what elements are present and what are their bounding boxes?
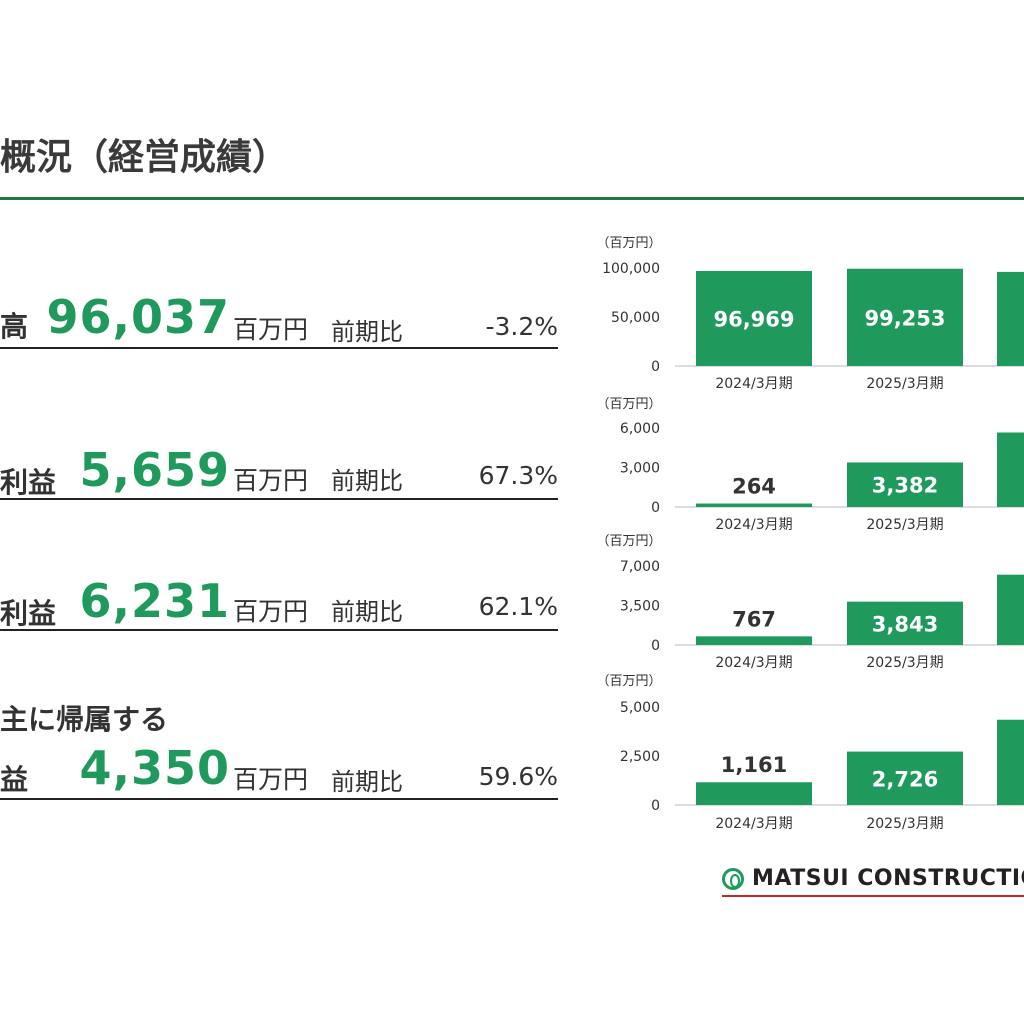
metric-value: 4,350 (79, 741, 230, 795)
metric-unit: 百万円 (233, 466, 309, 495)
metric-compare-label: 前期比 (331, 318, 403, 346)
unit-label: （百万円） (596, 397, 661, 412)
y-tick-label: 2,500 (620, 749, 660, 765)
bar (997, 574, 1024, 645)
data-label: 264 (732, 475, 776, 499)
x-tick-label: 2024/3月期 (715, 376, 792, 392)
metric-rule (0, 498, 558, 500)
bar (696, 636, 812, 645)
data-label: 3,382 (872, 474, 938, 498)
unit-label: （百万円） (596, 236, 661, 251)
y-tick-label: 3,500 (620, 599, 660, 615)
metric-value: 6,231 (79, 574, 230, 628)
data-label: 1,161 (721, 753, 787, 777)
y-tick-label: 50,000 (611, 310, 660, 326)
y-tick-label: 100,000 (602, 261, 660, 277)
metric-value: 96,037 (46, 290, 230, 344)
metric-net-sales: 高 96,037 百万円 前期比 -3.2% (0, 290, 560, 352)
x-tick-label: 2025/3月期 (866, 816, 943, 832)
metric-unit: 百万円 (233, 315, 309, 344)
data-label: 99,253 (864, 306, 945, 330)
metric-change: 62.1% (478, 592, 558, 621)
metric-label: 高 (0, 310, 29, 343)
unit-label: （百万円） (596, 674, 661, 689)
metric-label-line1: 主に帰属する (0, 703, 169, 736)
x-tick-label: 2024/3月期 (715, 816, 792, 832)
bar (696, 782, 812, 805)
metric-label: 利益 (0, 597, 57, 630)
unit-label: （百万円） (596, 534, 661, 549)
page-title: 概況（経営成績） (0, 137, 289, 178)
x-tick-label: 2024/3月期 (715, 517, 792, 533)
logo-text: MATSUI CONSTRUCTION (752, 866, 1024, 891)
metric-compare-label: 前期比 (331, 598, 403, 626)
metric-rule (0, 629, 558, 631)
metric-change: 59.6% (478, 762, 558, 791)
bar (997, 719, 1024, 805)
data-label: 767 (732, 607, 776, 631)
x-tick-label: 2025/3月期 (866, 517, 943, 533)
logo-mark-icon (722, 868, 744, 890)
metric-label: 利益 (0, 466, 57, 499)
y-tick-label: 7,000 (620, 559, 660, 575)
data-label: 3,843 (872, 612, 938, 636)
metric-unit: 百万円 (233, 597, 309, 626)
y-tick-label: 6,000 (620, 421, 660, 437)
metric-label: 益 (0, 763, 29, 796)
x-tick-label: 2024/3月期 (715, 655, 792, 671)
bar (997, 432, 1024, 507)
y-tick-label: 0 (651, 500, 660, 516)
metric-ordinary-profit: 利益 6,231 百万円 前期比 62.1% (0, 574, 560, 636)
metric-change: -3.2% (485, 312, 558, 341)
metric-operating-profit: 利益 5,659 百万円 前期比 67.3% (0, 443, 560, 505)
bar (997, 271, 1024, 366)
bar (847, 751, 963, 805)
bar (696, 503, 812, 507)
logo-underline (722, 895, 1024, 897)
metric-rule (0, 347, 558, 349)
metric-value: 5,659 (79, 443, 230, 497)
y-tick-label: 5,000 (620, 700, 660, 716)
data-label: 2,726 (872, 767, 938, 791)
metric-change: 67.3% (478, 461, 558, 490)
y-tick-label: 3,000 (620, 461, 660, 477)
title-rule (0, 197, 1024, 200)
y-tick-label: 0 (651, 798, 660, 814)
metric-compare-label: 前期比 (331, 768, 403, 796)
bar (696, 270, 812, 366)
company-logo: MATSUI CONSTRUCTION (722, 866, 1024, 898)
y-tick-label: 0 (651, 638, 660, 654)
metric-net-income: 主に帰属する 益 4,350 百万円 前期比 59.6% (0, 696, 560, 806)
bar (847, 268, 963, 366)
bar (847, 601, 963, 645)
metric-rule (0, 798, 558, 800)
data-label: 96,969 (713, 307, 794, 331)
bar (847, 462, 963, 507)
x-tick-label: 2025/3月期 (866, 376, 943, 392)
metric-compare-label: 前期比 (331, 467, 403, 495)
metric-unit: 百万円 (233, 765, 309, 794)
x-tick-label: 2025/3月期 (866, 655, 943, 671)
y-tick-label: 0 (651, 359, 660, 375)
